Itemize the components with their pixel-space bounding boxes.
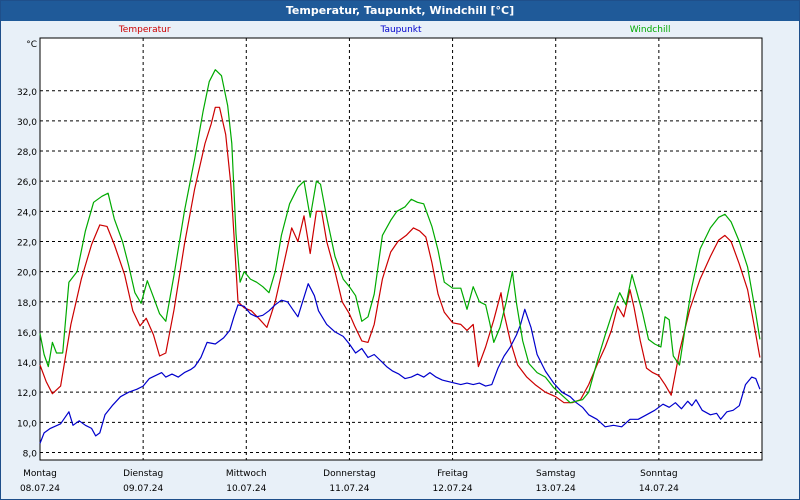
window-title: Temperatur, Taupunkt, Windchill [°C]	[1, 1, 799, 21]
series-line-taupunkt	[39, 283, 761, 444]
y-tick-label: 28,0	[17, 148, 37, 158]
y-tick-label: 18,0	[17, 299, 37, 309]
x-tick-date: 09.07.24	[123, 484, 163, 494]
x-tick-weekday: Sonntag	[640, 469, 677, 479]
x-tick-date: 10.07.24	[226, 484, 266, 494]
y-tick-label: 8,0	[23, 449, 38, 459]
x-tick-date: 14.07.24	[639, 484, 679, 494]
x-tick-weekday: Freitag	[437, 469, 468, 479]
x-tick-date: 12.07.24	[433, 484, 473, 494]
legend-windchill: Windchill	[630, 25, 671, 35]
legend-temperatur: Temperatur	[118, 25, 171, 35]
x-tick-weekday: Montag	[23, 469, 57, 479]
x-tick-weekday: Dienstag	[123, 469, 163, 479]
y-tick-label: 24,0	[17, 208, 37, 218]
series-line-windchill	[39, 69, 761, 404]
plot-area	[39, 37, 763, 461]
series-line-temperatur	[39, 106, 761, 404]
x-tick-date: 11.07.24	[329, 484, 369, 494]
x-tick-weekday: Samstag	[536, 469, 575, 479]
y-tick-label: 16,0	[17, 329, 37, 339]
y-tick-label: 12,0	[17, 389, 37, 399]
x-tick-date: 13.07.24	[536, 484, 576, 494]
y-tick-label: 26,0	[17, 178, 37, 188]
x-tick-date: 08.07.24	[20, 484, 60, 494]
legend-taupunkt: Taupunkt	[379, 25, 422, 35]
y-tick-label: 22,0	[17, 238, 37, 248]
y-tick-label: 30,0	[17, 118, 37, 128]
y-unit-label: °C	[26, 40, 37, 50]
y-tick-label: 10,0	[17, 419, 37, 429]
y-tick-label: 32,0	[17, 88, 37, 98]
x-tick-weekday: Mittwoch	[226, 469, 267, 479]
x-tick-weekday: Donnerstag	[323, 469, 376, 479]
y-tick-label: 14,0	[17, 359, 37, 369]
y-tick-label: 20,0	[17, 269, 37, 279]
